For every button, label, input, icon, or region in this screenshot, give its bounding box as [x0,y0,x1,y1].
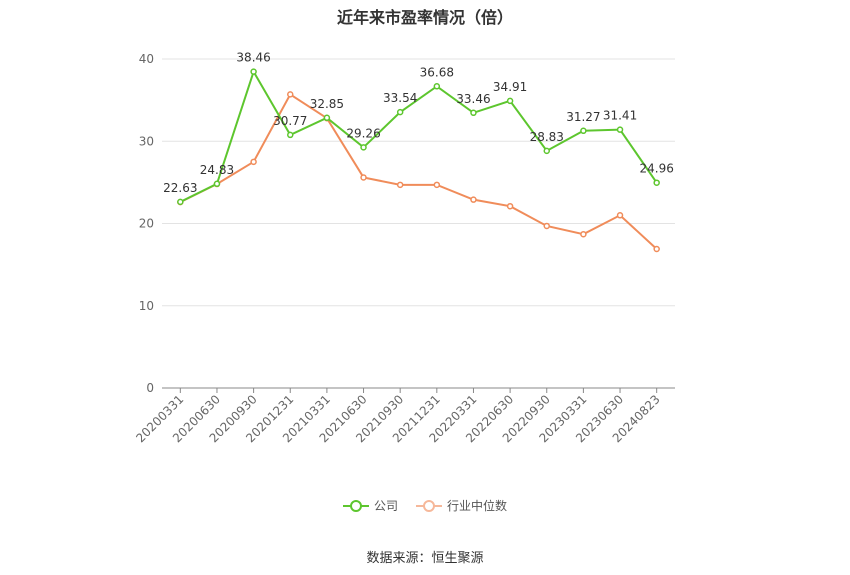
y-tick-label: 10 [139,299,154,313]
series-line-0 [179,69,658,203]
series-point-1[interactable] [653,245,660,253]
series-point-1[interactable] [250,158,257,166]
series-point-0[interactable] [653,179,660,186]
legend-item-industry-median[interactable]: 行业中位数 [416,497,507,514]
series-point-0[interactable] [616,126,624,133]
y-tick-label: 20 [139,217,154,231]
series-point-1[interactable] [543,222,550,230]
series-point-0[interactable] [506,97,514,105]
series-line-1 [179,92,658,250]
data-label: 33.46 [456,92,490,106]
series-point-1[interactable] [506,202,514,210]
legend-industry-label: 行业中位数 [447,499,508,513]
data-label: 34.91 [493,80,527,94]
series-point-0[interactable] [360,144,367,151]
data-label: 22.63 [163,181,197,195]
series-point-0[interactable] [287,131,294,139]
series-point-1[interactable] [470,196,477,203]
series-point-0[interactable] [213,180,221,188]
data-label: 32.85 [310,97,344,111]
data-label: 24.96 [639,162,673,176]
y-tick-label: 30 [139,134,154,148]
legend-item-company[interactable]: 公司 [342,497,398,514]
y-tick-label: 0 [146,381,154,395]
series-point-0[interactable] [250,68,257,75]
data-label: 29.26 [346,126,380,140]
legend-company-marker [342,499,369,512]
series-point-1[interactable] [616,212,624,219]
series-point-1[interactable] [360,174,367,181]
y-tick-label: 40 [139,52,154,66]
series [177,68,660,253]
series-point-0[interactable] [433,83,441,90]
data-label: 36.68 [420,65,454,79]
data-label: 38.46 [236,51,270,65]
data-label: 31.27 [566,110,600,124]
series-point-0[interactable] [396,108,404,116]
series-point-0[interactable] [470,109,477,117]
series-point-0[interactable] [543,147,550,155]
series-point-1[interactable] [287,91,294,98]
grid-lines [162,58,675,307]
legend: 公司 行业中位数 [0,497,850,514]
series-point-1[interactable] [580,230,587,238]
legend-industry-marker [416,499,442,512]
series-point-0[interactable] [323,114,331,122]
data-label: 28.83 [530,130,564,144]
legend-company-label: 公司 [373,499,398,513]
source-note: 数据来源：恒生聚源 [366,551,484,566]
data-label: 30.77 [273,114,307,128]
series-point-0[interactable] [177,198,184,206]
data-label: 33.54 [383,91,417,105]
data-label: 24.83 [200,163,234,177]
series-point-0[interactable] [580,127,587,135]
series-point-1[interactable] [433,181,441,189]
data-label: 31.41 [603,109,637,123]
chart-title: 近年来市盈率情况（倍） [336,8,513,27]
series-point-1[interactable] [396,181,404,189]
